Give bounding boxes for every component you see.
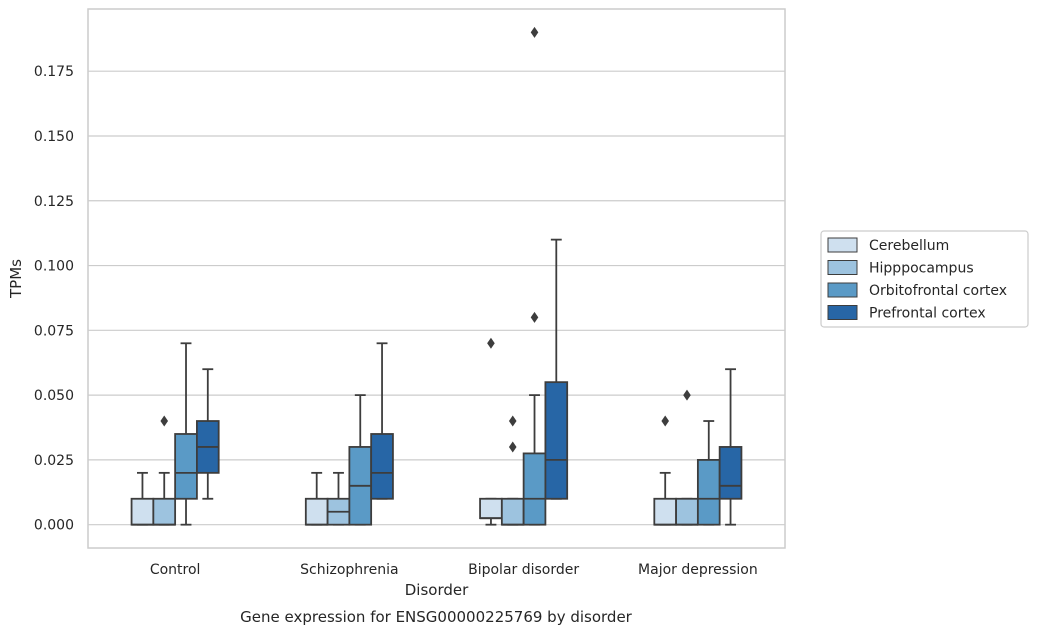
box-hipppocampus <box>500 415 525 526</box>
y-tick-label: 0.075 <box>34 323 74 339</box>
outlier-point <box>530 311 539 323</box>
legend-label: Orbitofrontal cortex <box>869 283 1007 299</box>
box-hipppocampus <box>326 471 351 526</box>
legend-swatch <box>827 282 858 298</box>
outlier-point <box>160 415 169 427</box>
box-prefrontal-cortex <box>544 238 569 500</box>
box-body <box>522 452 547 526</box>
box-hipppocampus <box>675 389 699 526</box>
box-prefrontal-cortex <box>718 368 743 526</box>
legend-label: Cerebellum <box>869 238 949 254</box>
box-plot-marks <box>130 26 743 526</box>
box-body <box>544 381 569 500</box>
box-body <box>370 433 394 500</box>
y-tick-label: 0.125 <box>34 194 74 210</box>
box-cerebellum <box>304 471 329 526</box>
box-body <box>500 497 525 526</box>
y-tick-label: 0.100 <box>34 259 74 275</box>
y-tick-label: 0.175 <box>34 64 74 80</box>
box-prefrontal-cortex <box>196 368 220 500</box>
x-axis-label: Disorder <box>405 581 469 599</box>
y-tick-label: 0.050 <box>34 388 74 404</box>
box-body <box>653 497 677 526</box>
box-body <box>304 497 329 526</box>
legend-label: Hipppocampus <box>869 261 974 277</box>
x-tick-label: Major depression <box>638 562 758 578</box>
y-tick-label: 0.000 <box>34 518 74 534</box>
outlier-point <box>683 389 691 401</box>
y-axis-label: TPMs <box>7 259 25 299</box>
box-body <box>130 497 155 526</box>
box-body <box>696 458 721 526</box>
y-tick-label: 0.025 <box>34 453 74 469</box>
box-cerebellum <box>130 471 155 526</box>
y-tick-label: 0.150 <box>34 129 74 145</box>
box-body <box>174 433 198 500</box>
legend-label: Prefrontal cortex <box>869 306 986 322</box>
box-orbitofrontal-cortex <box>174 342 198 526</box>
box-body <box>675 497 699 526</box>
outlier-point <box>508 415 517 427</box>
chart-title: Gene expression for ENSG00000225769 by d… <box>240 608 633 626</box>
box-body <box>718 446 743 500</box>
plot-frame <box>87 8 786 549</box>
legend-swatch <box>827 260 858 275</box>
outlier-point <box>508 441 517 453</box>
x-tick-label: Bipolar disorder <box>468 562 579 578</box>
outlier-point <box>661 415 670 427</box>
box-orbitofrontal-cortex <box>696 420 721 526</box>
box-hipppocampus <box>152 415 177 526</box>
legend-frame <box>820 230 1029 328</box>
legend-swatch <box>827 237 858 253</box>
x-tick-label: Control <box>150 562 201 578</box>
box-body <box>152 497 177 526</box>
box-orbitofrontal-cortex <box>348 394 373 526</box>
box-cerebellum <box>479 337 503 526</box>
box-prefrontal-cortex <box>370 342 394 500</box>
box-body <box>479 497 503 520</box>
legend-swatch <box>827 305 858 320</box>
x-axis-ticks: Control Schizophrenia Bipolar disorder Majo… <box>150 562 758 578</box>
y-axis-ticks: 0.000 0.025 0.050 0.075 0.100 0.125 0.150 0.175 <box>34 64 74 533</box>
box-cerebellum <box>653 415 677 526</box>
x-tick-label: Schizophrenia <box>300 562 398 578</box>
box-orbitofrontal-cortex <box>522 26 547 526</box>
outlier-point <box>530 26 539 38</box>
outlier-point <box>487 337 495 349</box>
legend: Cerebellum Hipppocampus Orbitofrontal cort… <box>820 230 1029 328</box>
